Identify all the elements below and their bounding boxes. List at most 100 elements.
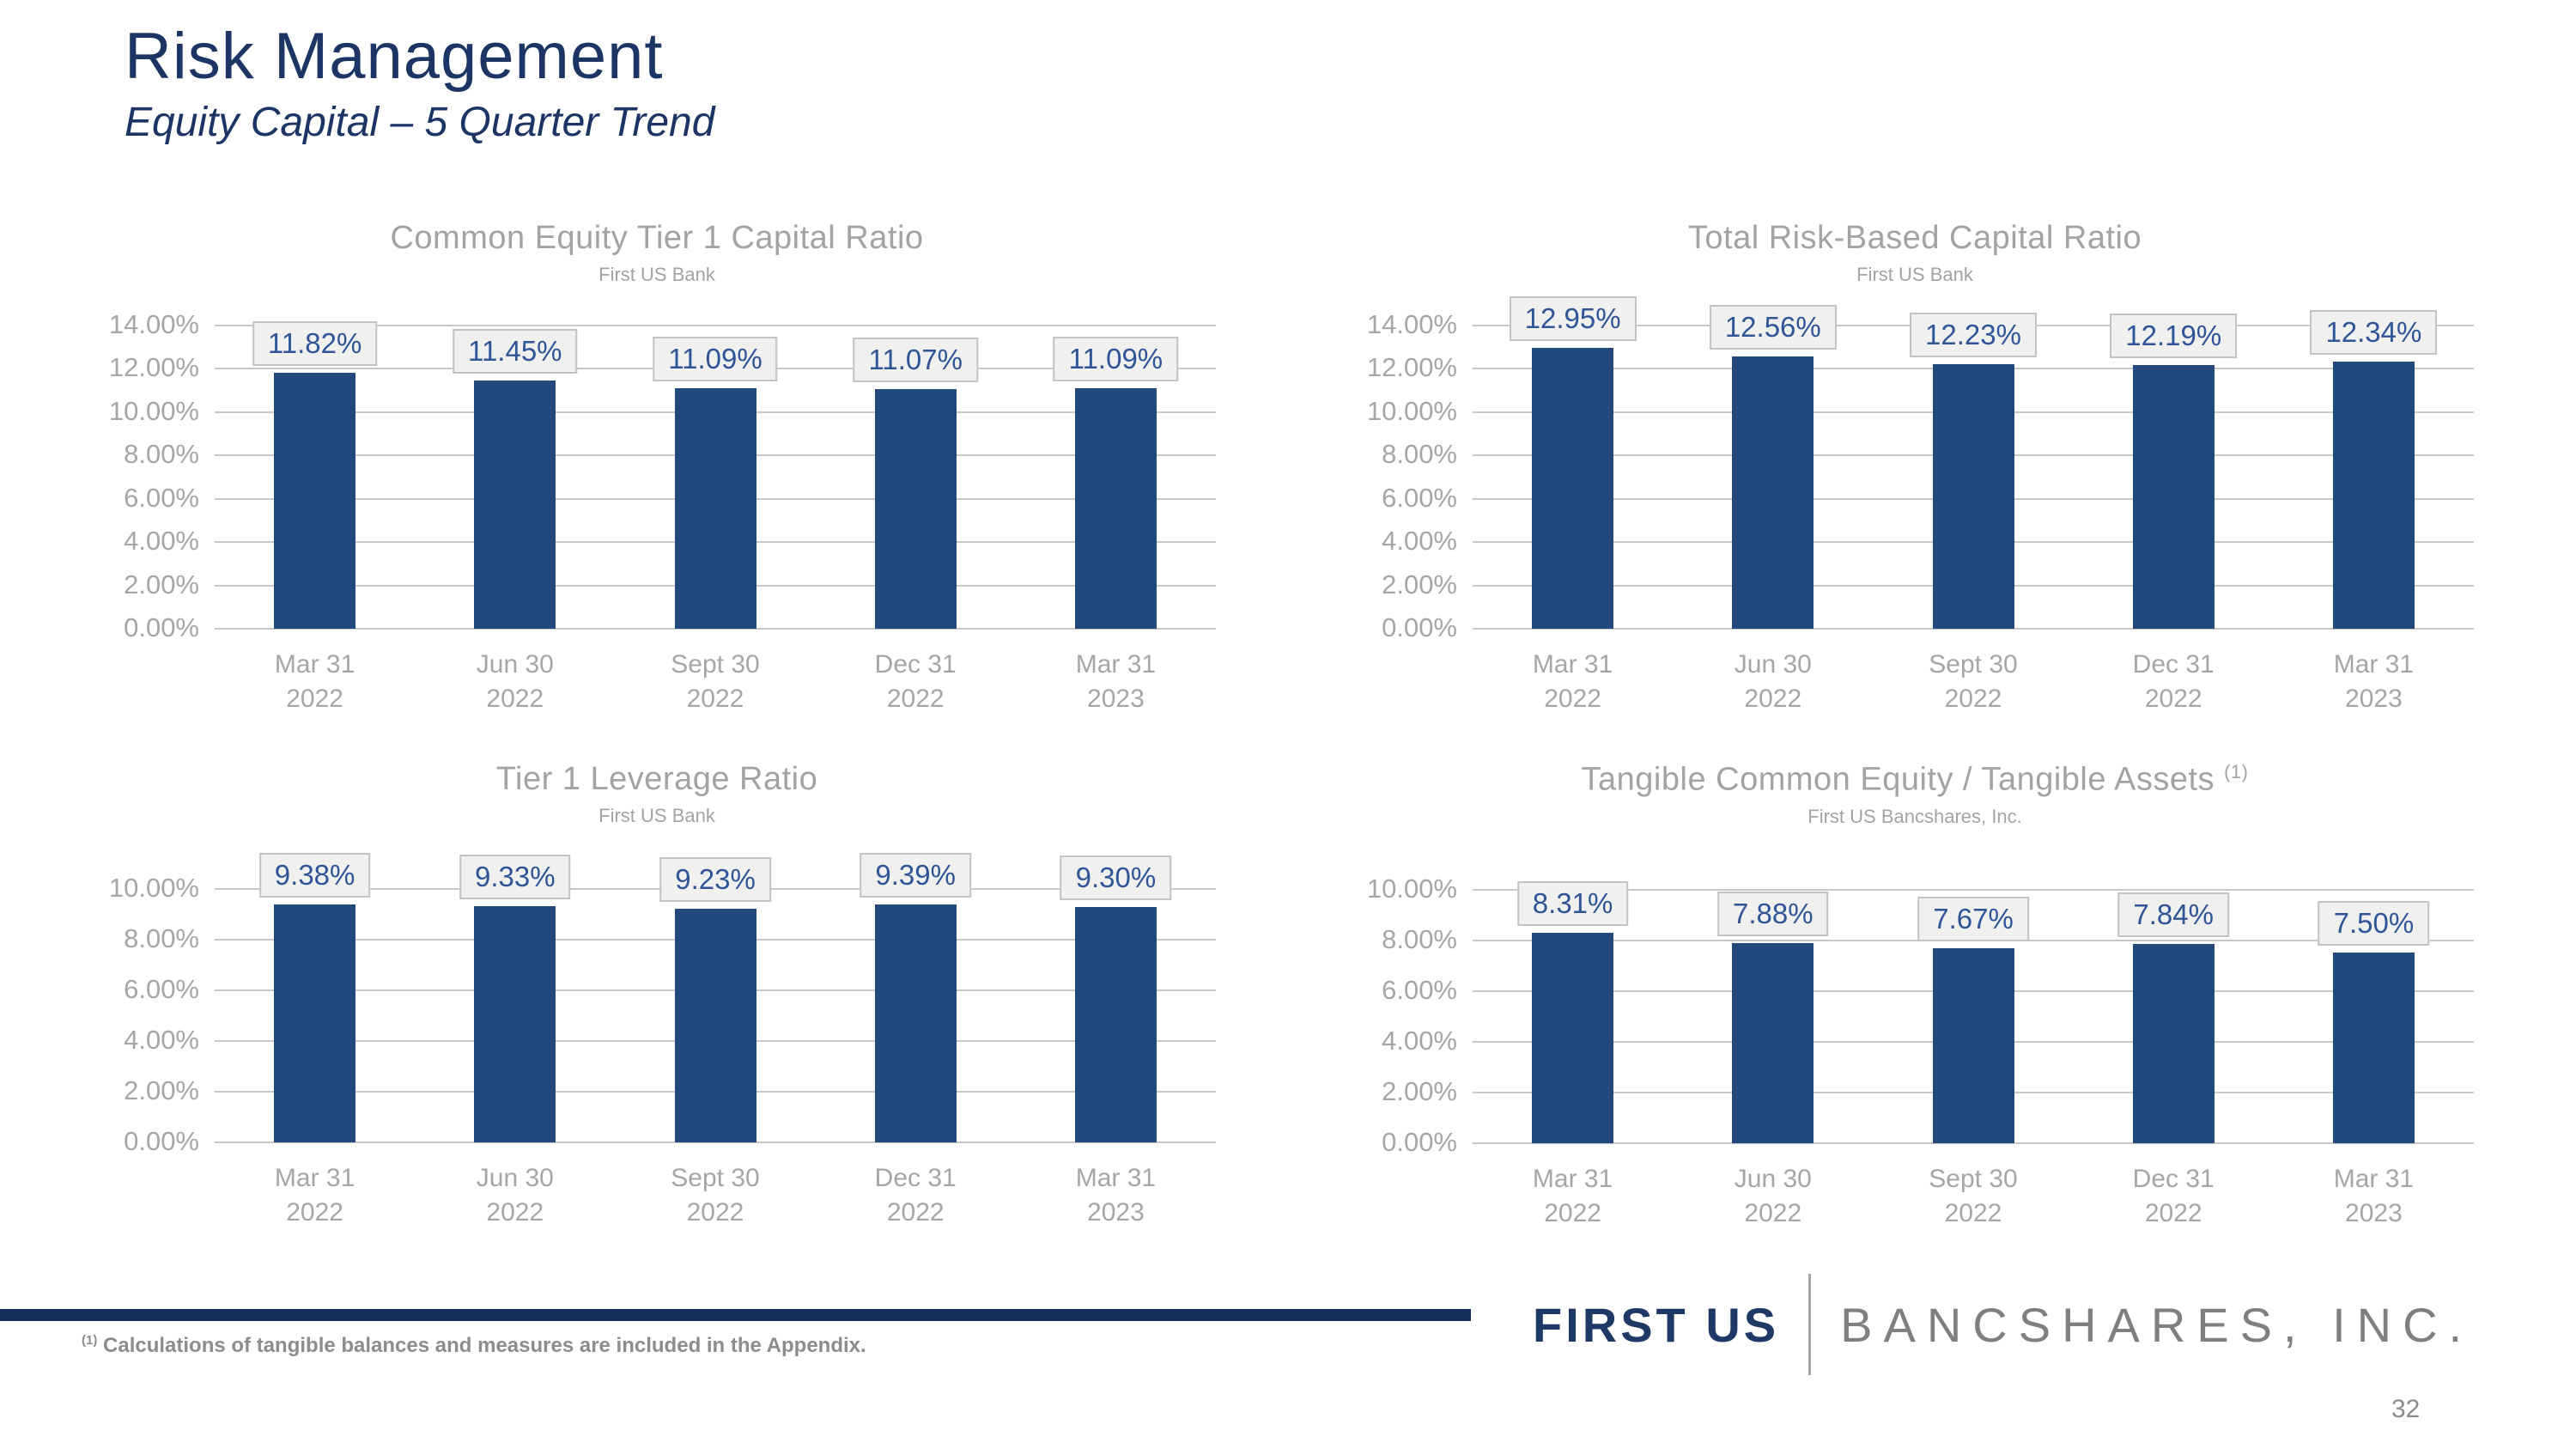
x-axis: Mar 31 2022 Jun 30 2022 Sept 30 2022 Dec 31 202… — [215, 648, 1216, 716]
chart-subtitle: First US Bank — [598, 805, 715, 826]
bar-slot: 11.45% — [415, 326, 615, 629]
bar — [1732, 356, 1814, 629]
x-axis-tick-label: Jun 30 2022 — [1673, 1162, 1873, 1231]
y-axis-tick-label: 6.00% — [124, 482, 199, 513]
bar-value-label: 9.39% — [860, 853, 971, 898]
chart-title-superscript: (1) — [2224, 761, 2249, 782]
gridline — [1473, 628, 2474, 630]
page-subtitle: Equity Capital – 5 Quarter Trend — [125, 100, 715, 145]
chart-total-risk-based-capital-ratio: Total Risk-Based Capital Ratio First US B… — [1344, 220, 2486, 716]
x-axis: Mar 31 2022 Jun 30 2022 Sept 30 2022 Dec 31 202… — [1473, 1162, 2474, 1231]
x-axis-tick-line: 2022 — [1944, 685, 2002, 713]
x-axis-tick-line: 2022 — [686, 685, 744, 713]
chart-subtitle: First US Bank — [1856, 264, 1973, 285]
x-axis: Mar 31 2022 Jun 30 2022 Sept 30 2022 Dec 31 202… — [215, 1161, 1216, 1230]
y-axis-tick-label: 10.00% — [1366, 395, 1457, 426]
bar-slot: 9.23% — [615, 856, 815, 1142]
bar-slot: 7.50% — [2274, 890, 2474, 1143]
y-axis-tick-label: 2.00% — [124, 569, 199, 600]
bar-slot: 9.38% — [215, 853, 415, 1142]
bar — [474, 381, 556, 629]
bar-slot: 9.33% — [415, 854, 615, 1142]
x-axis-tick-line: 2023 — [1087, 1198, 1145, 1227]
bars-group: 12.95% 12.56% 12.23% 12.19% 12.34% — [1473, 296, 2474, 629]
page-number: 32 — [2391, 1395, 2421, 1423]
bar — [874, 904, 957, 1142]
bar-value-label: 7.88% — [1717, 892, 1829, 937]
x-axis-tick-line: Mar 31 — [274, 650, 355, 679]
y-axis: 0.00% 2.00% 4.00% 6.00% 8.00% 10.00% — [86, 873, 215, 1156]
y-axis: 0.00% 2.00% 4.00% 6.00% 8.00% 10.00% 12.00% 14.… — [1344, 309, 1473, 642]
x-axis-tick-line: Jun 30 — [476, 650, 554, 679]
x-axis-tick-line: Mar 31 — [1532, 650, 1613, 679]
x-axis-tick-line: 2023 — [1087, 685, 1145, 713]
x-axis-tick-line: Mar 31 — [2333, 650, 2415, 679]
bar-value-label: 8.31% — [1516, 880, 1629, 926]
y-axis-tick-label: 8.00% — [124, 923, 199, 953]
chart-subtitle: First US Bank — [598, 264, 715, 285]
x-axis-tick-line: Mar 31 — [274, 1164, 355, 1192]
x-axis-tick-line: Jun 30 — [1734, 1164, 1812, 1193]
x-axis-tick-line: 2022 — [1744, 1198, 1802, 1227]
x-axis-tick-label: Dec 31 2022 — [2074, 1162, 2274, 1231]
x-axis-tick-label: Mar 31 2023 — [1016, 1161, 1216, 1230]
bar — [2332, 953, 2415, 1143]
bar-value-label: 12.34% — [2310, 309, 2438, 355]
bar-value-label: 11.07% — [853, 337, 978, 382]
bar-slot: 12.95% — [1473, 296, 1673, 629]
x-axis: Mar 31 2022 Jun 30 2022 Sept 30 2022 Dec 31 202… — [1473, 648, 2474, 716]
bar — [1074, 906, 1157, 1142]
bar — [1732, 943, 1814, 1143]
bar-value-label: 9.38% — [258, 853, 371, 898]
footnote: (1) Calculations of tangible balances an… — [82, 1333, 866, 1358]
bar-slot: 7.84% — [2074, 890, 2274, 1143]
bar-value-label: 11.45% — [453, 329, 578, 374]
bar-slot: 11.09% — [1016, 326, 1216, 629]
x-axis-tick-line: 2022 — [486, 685, 544, 713]
y-axis-tick-label: 6.00% — [1382, 482, 1457, 513]
x-axis-tick-label: Mar 31 2023 — [1016, 648, 1216, 716]
plot-area: 11.82% 11.45% 11.09% 11.07% 11.09% — [215, 320, 1228, 630]
y-axis-tick-label: 8.00% — [1382, 923, 1457, 954]
x-axis-tick-line: 2023 — [2345, 1198, 2403, 1227]
y-axis-tick-label: 0.00% — [124, 612, 199, 642]
page-title: Risk Management — [125, 20, 664, 93]
bar-value-label: 12.95% — [1509, 296, 1637, 342]
bar-value-label: 9.23% — [659, 856, 771, 902]
x-axis-tick-line: Dec 31 — [874, 650, 957, 679]
x-axis-tick-line: 2022 — [1544, 685, 1601, 713]
bar — [1932, 363, 2014, 629]
x-axis-tick-line: Dec 31 — [2132, 650, 2215, 679]
x-axis-tick-line: 2022 — [1544, 1198, 1601, 1227]
chart-title: Total Risk-Based Capital Ratio — [1687, 220, 2142, 256]
slide-header: Risk Management Equity Capital – 5 Quart… — [125, 19, 714, 146]
x-axis-tick-line: Mar 31 — [1532, 1164, 1613, 1193]
bar — [674, 908, 756, 1142]
bar-value-label: 12.56% — [1709, 305, 1837, 350]
chart-body: 0.00% 2.00% 4.00% 6.00% 8.00% 10.00% 8.31% 7.88… — [1344, 874, 2486, 1157]
bar-slot: 12.34% — [2274, 309, 2474, 629]
bar — [1932, 948, 2014, 1143]
y-axis-tick-label: 14.00% — [108, 309, 199, 339]
bars-group: 11.82% 11.45% 11.09% 11.07% 11.09% — [215, 320, 1216, 629]
x-axis-tick-line: 2022 — [486, 1198, 544, 1227]
y-axis-tick-label: 4.00% — [1382, 526, 1457, 557]
chart-title: Tangible Common Equity / Tangible Assets… — [1581, 761, 2249, 798]
bar-value-label: 7.50% — [2318, 901, 2430, 947]
company-logo: FIRST US BANCSHARES, INC. — [1533, 1273, 2473, 1376]
y-axis-tick-label: 12.00% — [1366, 352, 1457, 383]
x-axis-tick-label: Dec 31 2022 — [2074, 648, 2274, 716]
x-axis-tick-label: Mar 31 2022 — [215, 1161, 415, 1230]
x-axis-tick-line: Sept 30 — [671, 650, 760, 679]
x-axis-tick-label: Jun 30 2022 — [1673, 648, 1873, 716]
bar-value-label: 11.82% — [252, 320, 378, 366]
bar-slot: 12.56% — [1673, 305, 1873, 629]
y-axis-tick-label: 6.00% — [124, 974, 199, 1004]
y-axis-tick-label: 0.00% — [1382, 1126, 1457, 1157]
x-axis-tick-line: 2022 — [1944, 1198, 2002, 1227]
plot-area: 12.95% 12.56% 12.23% 12.19% 12.34% — [1473, 296, 2486, 630]
chart-body: 0.00% 2.00% 4.00% 6.00% 8.00% 10.00% 12.00% 14.… — [1344, 296, 2486, 642]
x-axis-tick-line: Sept 30 — [1929, 1164, 2018, 1193]
bar-slot: 7.88% — [1673, 890, 1873, 1143]
footnote-superscript: (1) — [82, 1333, 98, 1348]
